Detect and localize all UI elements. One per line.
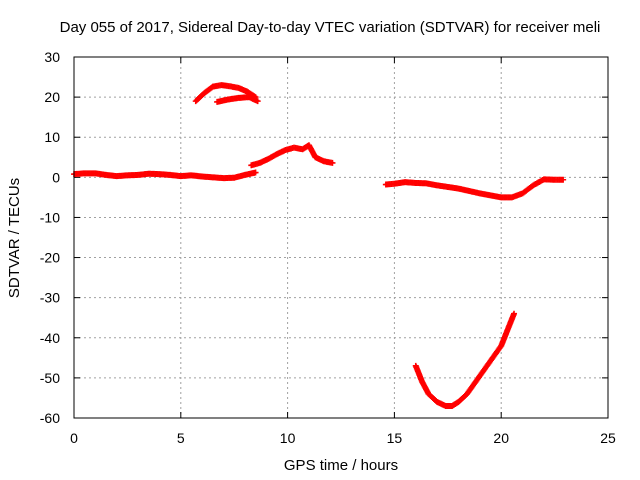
chart-title: Day 055 of 2017, Sidereal Day-to-day VTE… (60, 19, 601, 36)
x-tick-label: 5 (177, 430, 185, 446)
y-axis-ticks: 30 20 10 0 -10 -20 -30 -40 -50 -60 (40, 49, 608, 426)
series-seg-arc-lower (214, 94, 261, 105)
data-point (254, 98, 261, 105)
series-seg-baseline-morning (71, 169, 259, 182)
x-tick-label: 25 (600, 430, 616, 446)
data-marks (71, 82, 567, 409)
y-tick-label: -10 (40, 209, 60, 225)
y-tick-label: 30 (44, 49, 60, 65)
y-axis-label: SDTVAR / TECUs (6, 178, 23, 298)
y-tick-label: -50 (40, 370, 60, 386)
series-seg-baseline-evening (382, 176, 567, 201)
x-axis-label: GPS time / hours (284, 457, 398, 474)
y-tick-label: 20 (44, 89, 60, 105)
plot-frame (73, 56, 609, 419)
x-tick-label: 0 (70, 430, 78, 446)
x-tick-label: 15 (387, 430, 403, 446)
y-tick-label: -40 (40, 330, 60, 346)
y-tick-label: -20 (40, 250, 60, 266)
series-seg-dip (412, 310, 518, 409)
gridlines (74, 57, 608, 418)
data-point (560, 176, 567, 183)
data-point (329, 159, 336, 166)
series-seg-rise-noon (248, 142, 336, 169)
series-seg-arc-upper (192, 82, 259, 105)
y-tick-label: -60 (40, 410, 60, 426)
x-tick-label: 20 (493, 430, 509, 446)
data-point (511, 310, 518, 317)
y-tick-label: -30 (40, 290, 60, 306)
data-point (252, 169, 259, 176)
x-tick-label: 10 (280, 430, 296, 446)
y-tick-label: 10 (44, 129, 60, 145)
y-tick-label: 0 (52, 169, 60, 185)
